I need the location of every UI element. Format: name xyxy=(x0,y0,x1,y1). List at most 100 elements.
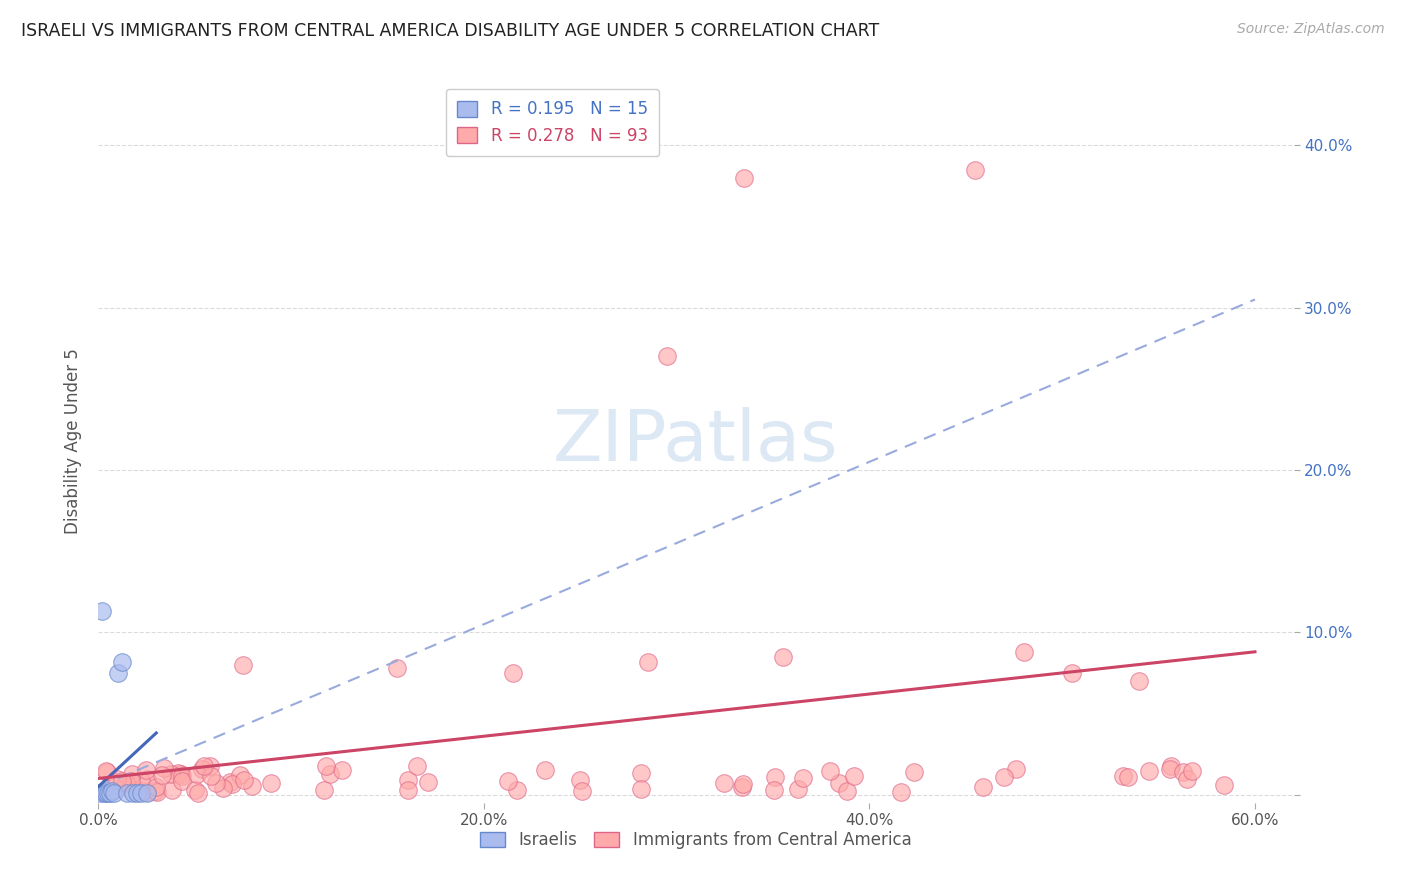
Point xyxy=(1116,770,1139,784)
Point xyxy=(655,349,678,363)
Legend: Israelis, Immigrants from Central America: Israelis, Immigrants from Central Americ… xyxy=(474,824,918,856)
Point xyxy=(135,786,157,800)
Point xyxy=(630,781,652,796)
Point xyxy=(1177,772,1199,787)
Point xyxy=(903,765,925,780)
Point xyxy=(637,655,659,669)
Point xyxy=(111,774,134,789)
Point xyxy=(312,783,335,797)
Point xyxy=(97,786,120,800)
Point xyxy=(232,657,254,672)
Point xyxy=(1137,764,1160,778)
Point xyxy=(160,767,183,781)
Point xyxy=(890,785,912,799)
Point xyxy=(107,665,129,680)
Point xyxy=(571,784,593,798)
Point xyxy=(135,764,157,778)
Point xyxy=(125,786,148,800)
Point xyxy=(1181,764,1204,778)
Point xyxy=(315,759,337,773)
Point xyxy=(506,783,529,797)
Point xyxy=(972,780,994,794)
Point xyxy=(713,776,735,790)
Point xyxy=(533,763,555,777)
Point xyxy=(1060,665,1083,680)
Point xyxy=(150,768,173,782)
Point xyxy=(101,784,124,798)
Point xyxy=(1128,673,1150,688)
Point xyxy=(1005,762,1028,776)
Point xyxy=(117,786,139,800)
Point xyxy=(1159,762,1181,776)
Y-axis label: Disability Age Under 5: Disability Age Under 5 xyxy=(65,349,83,534)
Point xyxy=(205,776,228,790)
Point xyxy=(131,784,153,798)
Point xyxy=(89,786,111,800)
Point xyxy=(117,775,139,789)
Point xyxy=(406,759,429,773)
Point xyxy=(103,786,125,800)
Point xyxy=(396,773,419,788)
Point xyxy=(190,762,212,776)
Point xyxy=(332,763,354,777)
Point xyxy=(98,786,121,800)
Point xyxy=(97,784,120,798)
Point xyxy=(221,777,243,791)
Point xyxy=(229,768,252,782)
Point xyxy=(828,776,851,790)
Point xyxy=(120,773,142,788)
Point xyxy=(200,769,222,783)
Point xyxy=(193,759,215,773)
Point xyxy=(733,776,755,790)
Point xyxy=(260,775,283,789)
Point xyxy=(763,770,786,784)
Point xyxy=(212,780,235,795)
Point xyxy=(94,786,117,800)
Point xyxy=(121,767,143,781)
Point xyxy=(187,786,209,800)
Point xyxy=(170,767,193,781)
Point xyxy=(319,767,342,781)
Point xyxy=(242,779,264,793)
Point xyxy=(763,782,786,797)
Point xyxy=(162,783,184,797)
Point xyxy=(136,785,159,799)
Point xyxy=(733,170,755,185)
Point xyxy=(114,776,136,790)
Point xyxy=(96,764,118,779)
Point xyxy=(93,786,115,800)
Point xyxy=(730,780,752,794)
Text: ZIPatlas: ZIPatlas xyxy=(553,407,839,476)
Point xyxy=(1160,758,1182,772)
Point xyxy=(167,766,190,780)
Point xyxy=(993,770,1015,784)
Point xyxy=(568,772,591,787)
Point xyxy=(135,772,157,787)
Text: Source: ZipAtlas.com: Source: ZipAtlas.com xyxy=(1237,22,1385,37)
Point xyxy=(184,783,207,797)
Point xyxy=(630,766,652,780)
Point xyxy=(1213,778,1236,792)
Point xyxy=(772,649,794,664)
Point xyxy=(146,785,169,799)
Point xyxy=(1112,769,1135,783)
Point xyxy=(792,771,814,785)
Point xyxy=(145,784,167,798)
Point xyxy=(502,665,524,680)
Point xyxy=(153,761,176,775)
Point xyxy=(172,773,194,788)
Point xyxy=(110,655,132,669)
Point xyxy=(396,783,419,797)
Point xyxy=(198,759,221,773)
Point xyxy=(129,773,152,788)
Point xyxy=(218,775,240,789)
Point xyxy=(145,780,167,794)
Point xyxy=(385,661,409,675)
Point xyxy=(91,604,114,618)
Point xyxy=(1012,645,1035,659)
Text: ISRAELI VS IMMIGRANTS FROM CENTRAL AMERICA DISABILITY AGE UNDER 5 CORRELATION CH: ISRAELI VS IMMIGRANTS FROM CENTRAL AMERI… xyxy=(21,22,879,40)
Point xyxy=(129,786,152,800)
Point xyxy=(818,764,841,779)
Point xyxy=(105,782,128,797)
Point xyxy=(1173,765,1195,780)
